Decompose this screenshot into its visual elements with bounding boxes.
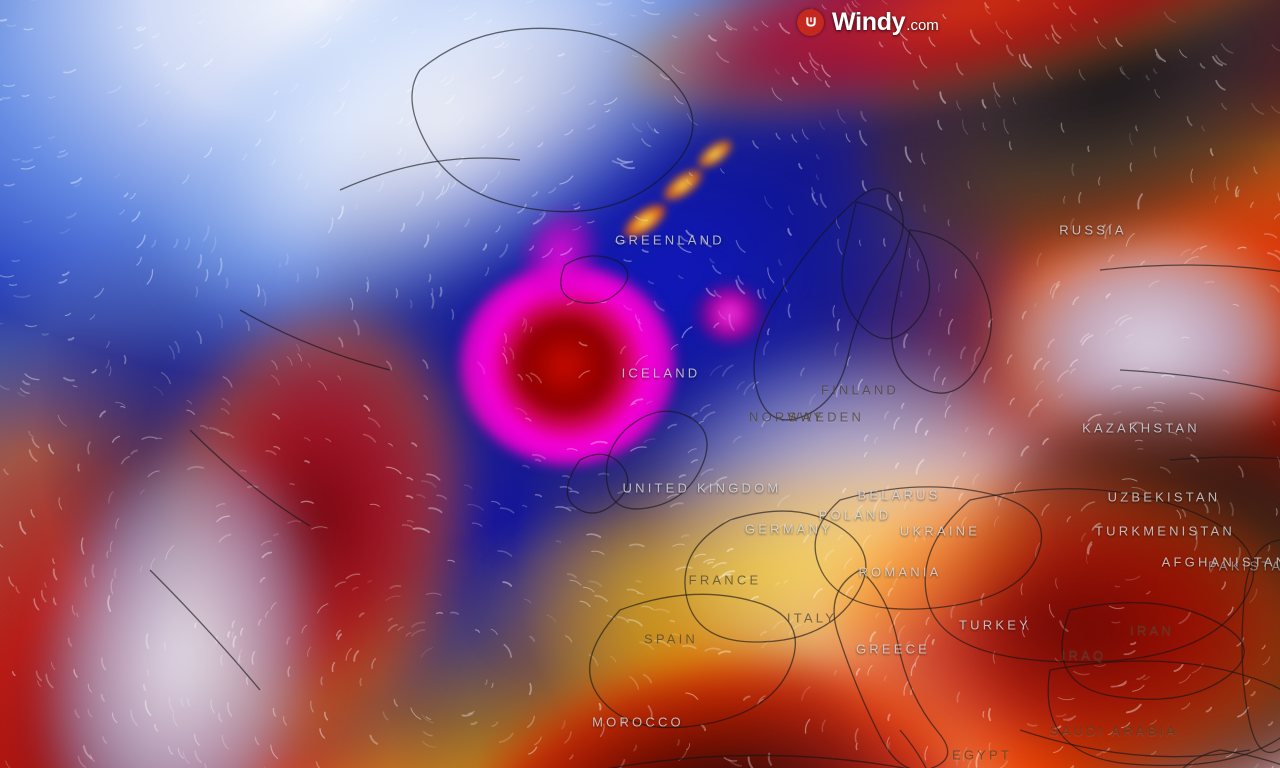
- windy-logo-main: Windy: [832, 7, 906, 36]
- windy-logo-tld: .com: [906, 16, 939, 34]
- windy-logo[interactable]: Windy .com: [797, 7, 939, 37]
- windy-logo-text: Windy .com: [832, 7, 939, 36]
- windy-logo-icon: [797, 8, 824, 36]
